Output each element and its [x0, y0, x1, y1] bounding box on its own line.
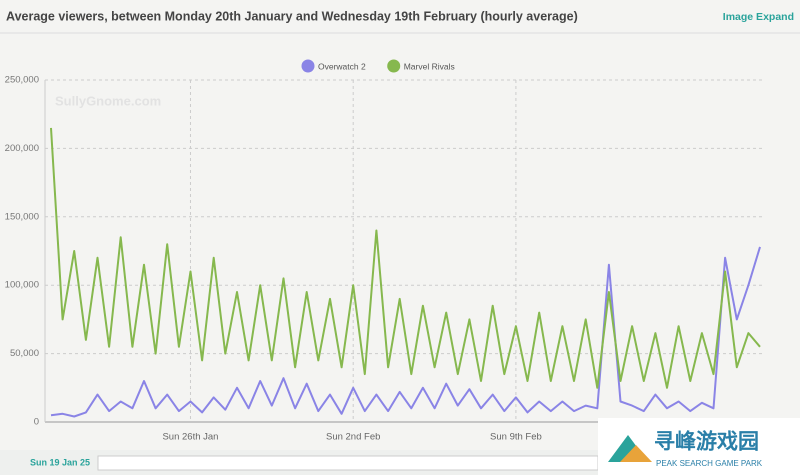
- y-tick-label: 0: [34, 417, 39, 428]
- y-tick-label: 250,000: [5, 75, 39, 86]
- y-tick-label: 100,000: [5, 280, 39, 291]
- y-tick-label: 50,000: [10, 348, 39, 359]
- watermark: SullyGnome.com: [55, 93, 161, 108]
- logo-subtitle: PEAK SEARCH GAME PARK: [656, 459, 763, 468]
- series-line: [50, 127, 761, 389]
- x-tick-label: Sun 9th Feb: [490, 432, 542, 443]
- expand-link[interactable]: Image Expand: [723, 11, 794, 23]
- chart-title: Average viewers, between Monday 20th Jan…: [6, 9, 578, 23]
- logo-icon: [620, 445, 652, 462]
- legend-label: Marvel Rivals: [404, 61, 455, 71]
- navigator-label: Sun 19 Jan 25: [30, 457, 90, 467]
- navigator-track[interactable]: [97, 455, 599, 471]
- series-line: [50, 246, 761, 418]
- legend-marker: [387, 59, 401, 73]
- y-tick-label: 150,000: [5, 211, 39, 222]
- x-tick-label: Sun 2nd Feb: [326, 432, 380, 443]
- y-tick-label: 200,000: [5, 143, 39, 154]
- legend-label: Overwatch 2: [318, 61, 366, 71]
- x-tick-label: Sun 26th Jan: [162, 432, 218, 443]
- legend-marker: [301, 59, 315, 73]
- logo-title: 寻峰游戏园: [654, 430, 759, 454]
